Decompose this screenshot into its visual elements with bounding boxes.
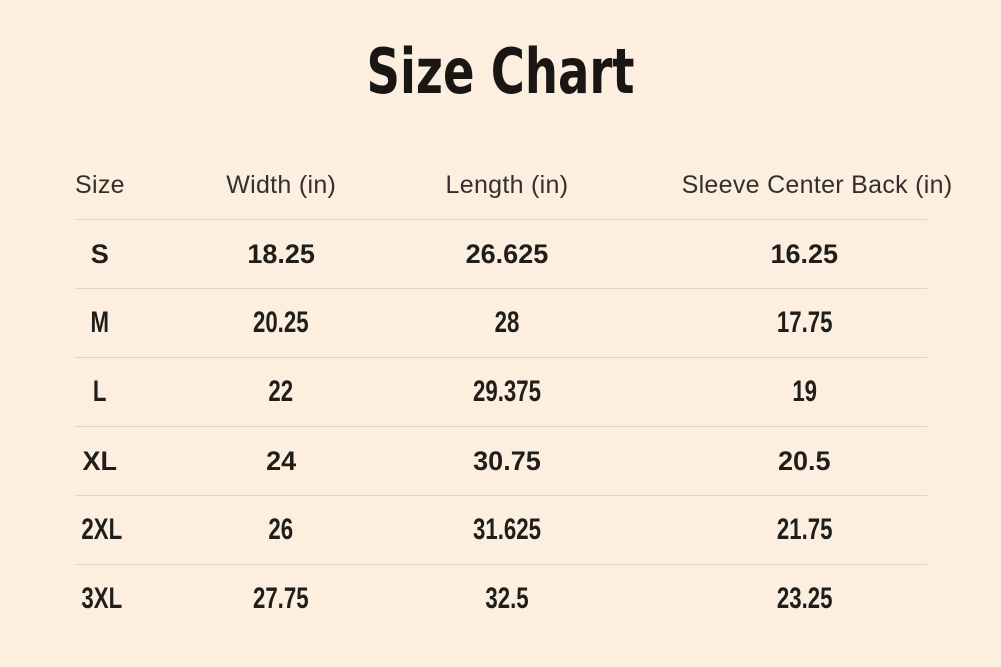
sleeve-value: 21.75 <box>776 513 833 546</box>
header-cell-sleeve-center-back: Sleeve Center Back (in) <box>681 170 953 199</box>
width-value: 18.25 <box>247 238 315 269</box>
width-value: 26 <box>268 513 294 546</box>
length-value: 31.625 <box>472 513 541 546</box>
length-value: 30.75 <box>473 445 541 476</box>
length-value: 29.375 <box>472 375 541 408</box>
width-value: 22 <box>268 375 294 408</box>
sleeve-value: 23.25 <box>776 582 833 615</box>
table-row-s: S 18.25 26.625 16.25 <box>75 219 927 288</box>
width-value: 27.75 <box>253 582 309 615</box>
size-label: S <box>90 238 109 269</box>
table-row-xl: XL 24 30.75 20.5 <box>75 426 927 495</box>
size-label: 2XL <box>81 513 123 546</box>
width-value: 24 <box>266 445 297 476</box>
table-row-3xl: 3XL 27.75 32.5 23.25 <box>75 564 927 633</box>
table-row-m: M 20.25 28 17.75 <box>75 288 927 357</box>
table-row-l: L 22 29.375 19 <box>75 357 927 426</box>
header-cell-size: Size <box>75 170 125 199</box>
width-value: 20.25 <box>253 306 309 339</box>
size-label: L <box>92 375 107 408</box>
size-label: XL <box>82 445 117 476</box>
table-row-2xl: 2XL 26 31.625 21.75 <box>75 495 927 564</box>
header-cell-width: Width (in) <box>226 170 337 199</box>
length-value: 26.625 <box>465 238 549 269</box>
sleeve-value: 19 <box>791 375 817 408</box>
length-value: 28 <box>494 306 520 339</box>
size-label: M <box>90 306 109 339</box>
sleeve-value: 17.75 <box>776 306 833 339</box>
sleeve-value: 20.5 <box>778 445 831 476</box>
size-table: Size Width (in) Length (in) Sleeve Cente… <box>75 151 953 633</box>
header-cell-length: Length (in) <box>445 170 569 199</box>
size-label: 3XL <box>81 582 123 615</box>
table-header-row: Size Width (in) Length (in) Sleeve Cente… <box>75 151 953 219</box>
sleeve-value: 16.25 <box>770 238 839 269</box>
length-value: 32.5 <box>485 582 529 615</box>
page-title: Size Chart <box>366 35 635 108</box>
